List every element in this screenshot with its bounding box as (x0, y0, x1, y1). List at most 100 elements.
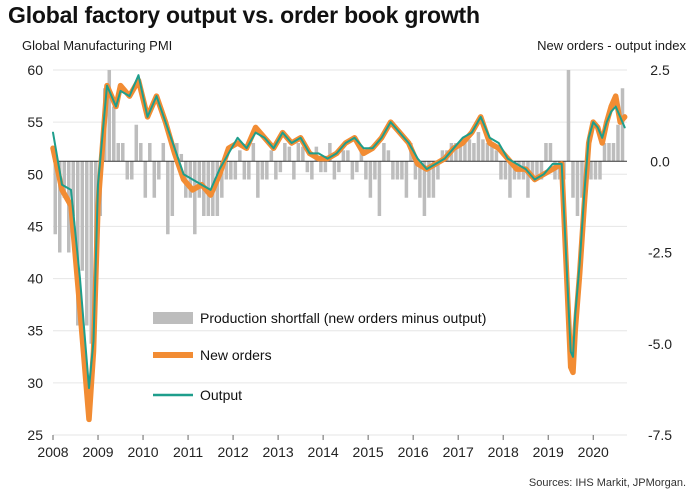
shortfall-bar (607, 143, 611, 162)
x-tick-label: 2020 (578, 444, 609, 460)
right-y-tick-label: 2.5 (650, 62, 670, 78)
shortfall-bar (593, 161, 598, 180)
shortfall-bar (323, 161, 328, 173)
x-tick-label: 2017 (443, 444, 474, 460)
shortfall-bar (301, 146, 305, 162)
chart-title: Global factory output vs. order book gro… (8, 2, 480, 28)
shortfall-bar (328, 143, 332, 162)
shortfall-bar (571, 161, 575, 198)
left-y-tick-label: 35 (27, 323, 43, 339)
shortfall-bar (602, 143, 607, 162)
shortfall-bar (224, 161, 229, 180)
legend-label-shortfall: Production shortfall (new orders minus o… (200, 310, 486, 326)
shortfall-bar (580, 161, 584, 198)
legend-label-new-orders: New orders (200, 347, 272, 363)
shortfall-bar (476, 132, 481, 162)
left-y-tick-label: 25 (27, 427, 43, 443)
source-note: Sources: IHS Markit, JPMorgan. (528, 477, 686, 489)
shortfall-bar (418, 161, 422, 198)
right-axis-label: New orders - output index (537, 38, 686, 53)
legend-label-output: Output (200, 387, 242, 403)
shortfall-bar (373, 161, 377, 180)
shortfall-bar (544, 143, 548, 162)
shortfall-bar (139, 143, 143, 162)
shortfall-bar (152, 161, 157, 198)
shortfall-bar (143, 161, 148, 198)
shortfall-bar (490, 143, 494, 162)
shortfall-bar (296, 143, 301, 162)
shortfall-bar (391, 161, 395, 180)
shortfall-bar (251, 143, 256, 162)
right-y-tick-label: 0.0 (650, 153, 670, 169)
shortfall-bar (427, 161, 431, 198)
x-axis-ticks: 2008 2009 2010 2011 2012 2013 2014 2015 2016 2017… (37, 435, 609, 460)
shortfall-bar (125, 161, 130, 180)
shortfall-bar (454, 143, 458, 162)
gridlines (53, 69, 627, 436)
shortfall-bar (238, 150, 242, 162)
shortfall-bar (130, 161, 134, 180)
left-y-tick-label: 55 (27, 114, 43, 130)
shortfall-bar (368, 161, 373, 198)
shortfall-bar (589, 161, 593, 180)
x-tick-label: 2012 (218, 444, 249, 460)
shortfall-bar (548, 143, 553, 162)
shortfall-bar (440, 150, 445, 162)
shortfall-bar (463, 139, 467, 162)
shortfall-bar (436, 161, 440, 180)
shortfall-bar (134, 124, 139, 162)
shortfall-bar (229, 161, 233, 180)
shortfall-bar (148, 143, 152, 162)
shortfall-bar (215, 161, 220, 216)
shortfall-bar (107, 70, 112, 162)
x-tick-label: 2010 (127, 444, 158, 460)
shortfall-bar (481, 139, 485, 162)
shortfall-bar (71, 161, 76, 216)
shortfall-bar (332, 161, 337, 180)
shortfall-bar (287, 146, 292, 162)
shortfall-bar (197, 161, 202, 198)
shortfall-bar (499, 161, 503, 180)
shortfall-bar (193, 161, 197, 235)
x-tick-label: 2016 (398, 444, 429, 460)
shortfall-bar (355, 161, 359, 173)
x-tick-label: 2013 (263, 444, 294, 460)
left-y-axis-ticks: 25 30 35 40 45 50 55 60 (27, 62, 43, 443)
shortfall-bar (616, 124, 620, 162)
shortfall-bar (220, 161, 224, 198)
shortfall-bar (611, 143, 616, 162)
left-y-tick-label: 50 (27, 166, 43, 182)
shortfall-bar (283, 143, 287, 162)
new-orders-line (50, 77, 628, 423)
shortfall-bar (422, 161, 427, 216)
shortfall-bar (247, 161, 251, 180)
shortfall-bar (341, 150, 346, 162)
shortfall-bar (256, 161, 260, 198)
shortfall-bar (76, 161, 80, 326)
shortfall-bar (179, 153, 184, 162)
shortfall-bar (161, 143, 166, 162)
left-y-tick-label: 30 (27, 375, 43, 391)
legend-swatch-shortfall (153, 312, 193, 324)
shortfall-bar (431, 161, 436, 198)
x-tick-label: 2015 (353, 444, 384, 460)
shortfall-bar (494, 150, 499, 162)
legend: Production shortfall (new orders minus o… (153, 310, 486, 403)
shortfall-bar (346, 150, 350, 162)
shortfall-bar (116, 143, 121, 162)
shortfall-bar (233, 161, 238, 180)
shortfall-bar (112, 106, 116, 162)
left-axis-label: Global Manufacturing PMI (22, 38, 173, 53)
shortfall-bar (503, 161, 508, 180)
x-tick-label: 2019 (533, 444, 564, 460)
shortfall-bar (274, 161, 278, 180)
shortfall-bar (526, 161, 530, 198)
shortfall-bar (467, 139, 472, 162)
shortfall-bar (310, 161, 314, 180)
shortfall-bar (535, 161, 539, 180)
shortfall-bar (598, 161, 602, 180)
shortfall-bar (265, 161, 269, 180)
shortfall-bar (364, 161, 368, 180)
series-lines (50, 74, 628, 423)
